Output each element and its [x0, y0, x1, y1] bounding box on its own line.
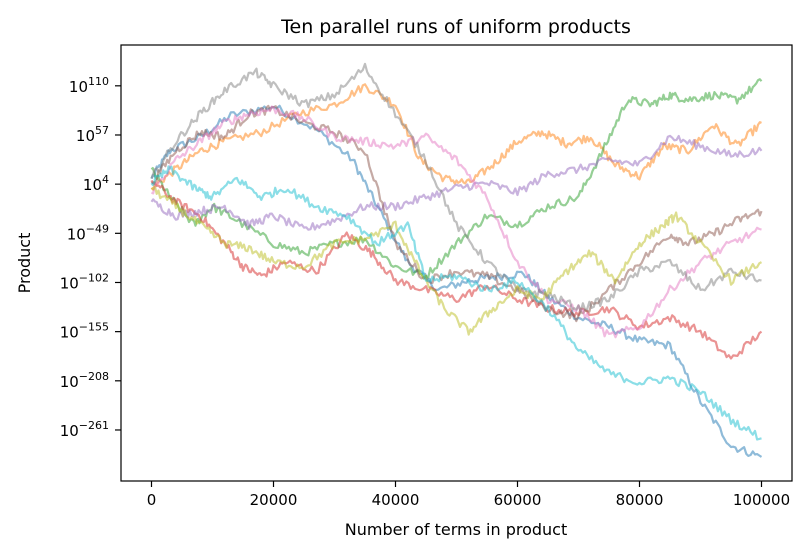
chart-title: Ten parallel runs of uniform products: [280, 16, 631, 38]
x-tick-label: 40000: [372, 491, 420, 509]
x-axis-label: Number of terms in product: [345, 520, 568, 539]
series-line-3: [150, 78, 763, 280]
x-tick-label: 60000: [494, 491, 542, 509]
series-group: [150, 62, 763, 458]
y-tick-label: 1057: [76, 124, 109, 145]
y-tick-label: 104: [83, 173, 109, 194]
series-line-6: [151, 104, 763, 323]
y-tick-label: 10−208: [60, 370, 109, 391]
y-tick-label: 10−49: [67, 222, 109, 243]
y-tick-label: 10−102: [60, 271, 109, 292]
y-tick-label: 10−261: [60, 419, 109, 440]
series-line-8: [150, 62, 762, 313]
x-tick-label: 0: [147, 491, 157, 509]
series-line-7: [150, 105, 762, 339]
series-line-1: [150, 104, 763, 458]
y-axis-label: Product: [15, 233, 34, 294]
x-tick-label: 80000: [616, 491, 664, 509]
x-tick-label: 20000: [250, 491, 298, 509]
series-line-10: [150, 165, 762, 441]
x-axis: 0 20000 40000 60000 80000 100000: [147, 481, 790, 509]
y-tick-label: 10−155: [60, 321, 109, 342]
series-line-4: [150, 179, 763, 360]
y-tick-label: 10110: [69, 75, 109, 96]
y-axis: 10110 1057 104 10−49 10−102 10−155 10−208 10−26…: [60, 75, 121, 440]
series-line-9: [150, 185, 763, 336]
x-tick-label: 100000: [733, 491, 790, 509]
plot-frame: [120, 44, 793, 482]
series-line-2: [150, 83, 762, 191]
